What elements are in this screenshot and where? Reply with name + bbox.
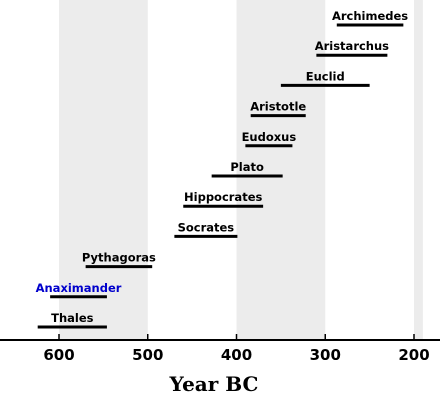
band-2 — [414, 0, 423, 340]
label-archimedes: Archimedes — [332, 9, 408, 23]
tick-label-300: 300 — [310, 346, 341, 364]
tick-label-600: 600 — [43, 346, 74, 364]
x-axis-ticks: 600 500 400 300 200 — [43, 334, 430, 364]
tick-label-400: 400 — [221, 346, 252, 364]
label-euclid: Euclid — [306, 69, 345, 83]
label-pythagoras: Pythagoras — [82, 251, 156, 265]
band-1 — [236, 0, 326, 340]
label-aristarchus: Aristarchus — [315, 39, 389, 53]
label-thales: Thales — [51, 311, 94, 325]
tick-label-500: 500 — [132, 346, 163, 364]
tick-label-200: 200 — [398, 346, 429, 364]
label-aristotle: Aristotle — [250, 100, 306, 114]
label-eudoxus: Eudoxus — [242, 130, 297, 144]
lifespan-bars — [37, 23, 404, 329]
band-0 — [59, 0, 148, 340]
x-axis-label: Year BC — [169, 372, 259, 396]
label-plato: Plato — [230, 160, 264, 174]
label-hippocrates: Hippocrates — [184, 190, 262, 204]
label-anaximander: Anaximander — [36, 281, 122, 295]
background-bands — [59, 0, 423, 340]
person-labels: Thales Anaximander Pythagoras Socrates Hippo… — [36, 9, 409, 325]
label-socrates: Socrates — [178, 220, 235, 234]
